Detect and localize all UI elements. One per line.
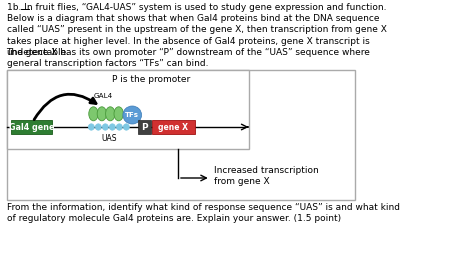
Text: Increased transcription
from gene X: Increased transcription from gene X [213,166,318,186]
Text: P: P [141,123,148,131]
Circle shape [102,124,108,130]
Text: Below is a diagram that shows that when Gal4 proteins bind at the DNA sequence
c: Below is a diagram that shows that when … [7,14,386,57]
FancyBboxPatch shape [7,70,355,200]
Ellipse shape [123,106,142,124]
Text: gene X: gene X [158,123,188,131]
FancyArrowPatch shape [34,94,96,120]
Circle shape [95,124,101,130]
Ellipse shape [114,107,123,121]
Text: 1b. In fruit flies, “GAL4-UAS” system is used to study gene expression and funct: 1b. In fruit flies, “GAL4-UAS” system is… [7,3,386,12]
Circle shape [109,124,115,130]
Text: From the information, identify what kind of response sequence “UAS” is and what : From the information, identify what kind… [7,203,400,223]
Text: Gal4 gene: Gal4 gene [9,123,55,131]
Circle shape [116,124,122,130]
Circle shape [88,124,94,130]
FancyBboxPatch shape [138,120,151,134]
Ellipse shape [89,107,98,121]
Text: P is the promoter: P is the promoter [112,75,191,84]
Text: UAS: UAS [101,134,117,143]
FancyBboxPatch shape [11,120,52,134]
Ellipse shape [106,107,115,121]
Circle shape [123,124,129,130]
Text: GAL4: GAL4 [94,93,113,99]
FancyBboxPatch shape [7,70,249,149]
Ellipse shape [97,107,107,121]
FancyBboxPatch shape [152,120,195,134]
Text: The gene X has its own promoter “P” downstream of the “UAS” sequence where
gener: The gene X has its own promoter “P” down… [7,48,370,68]
Text: TFs: TFs [125,112,139,118]
